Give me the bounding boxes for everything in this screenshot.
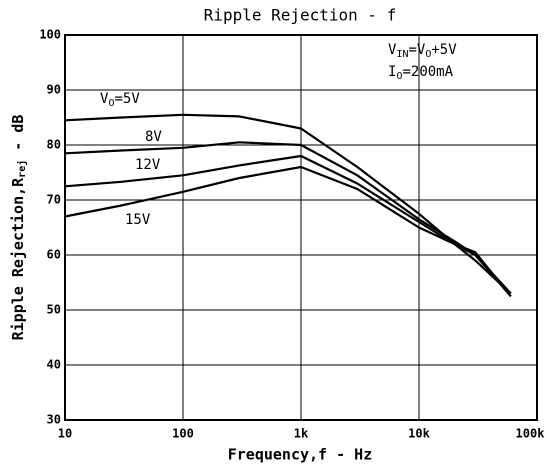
- y-tick-label: 90: [47, 83, 61, 97]
- x-tick-label: 10: [58, 427, 72, 441]
- x-tick-label: 10k: [408, 427, 430, 441]
- text-part: O: [396, 71, 402, 82]
- y-tick-label: 60: [47, 248, 61, 262]
- y-axis-label: Ripple Rejection,Rrej - dB: [9, 115, 29, 341]
- text-part: O: [108, 98, 114, 109]
- x-axis-label: Frequency,f - Hz: [228, 446, 373, 464]
- series-line: [64, 113, 512, 295]
- series-label: 8V: [145, 129, 162, 145]
- chart-title: Ripple Rejection - f: [204, 6, 397, 25]
- text-part: Ripple Rejection,R: [9, 177, 27, 341]
- series-label: 12V: [135, 157, 161, 173]
- text-part: rej: [16, 160, 28, 178]
- y-tick-label: 40: [47, 358, 61, 372]
- text-part: O: [425, 49, 431, 60]
- text-part: =V: [408, 42, 425, 58]
- series-line: [64, 165, 512, 297]
- annotation: VIN=VO+5V: [388, 42, 457, 60]
- text-part: =5V: [114, 91, 140, 107]
- text-part: - dB: [9, 115, 27, 160]
- text-part: V: [100, 91, 109, 107]
- series-label: 15V: [125, 212, 151, 228]
- x-tick-label: 1k: [294, 427, 309, 441]
- series-line: [64, 154, 512, 298]
- y-tick-label: 30: [47, 413, 61, 427]
- y-tick-label: 50: [47, 303, 61, 317]
- text-part: I: [388, 64, 396, 80]
- text-part: +5V: [431, 42, 457, 58]
- x-tick-label: 100k: [516, 427, 546, 441]
- text-part: IN: [396, 49, 408, 60]
- y-tick-label: 70: [47, 193, 61, 207]
- x-tick-label: 100: [172, 427, 194, 441]
- series-label: VO=5V: [100, 91, 140, 109]
- y-tick-label: 80: [47, 138, 61, 152]
- text-part: 12V: [135, 157, 161, 173]
- text-part: 8V: [145, 129, 162, 145]
- text-part: =200mA: [402, 64, 453, 80]
- text-part: V: [388, 42, 397, 58]
- annotation: IO=200mA: [388, 64, 454, 82]
- y-tick-label: 100: [39, 28, 61, 42]
- text-part: 15V: [125, 212, 151, 228]
